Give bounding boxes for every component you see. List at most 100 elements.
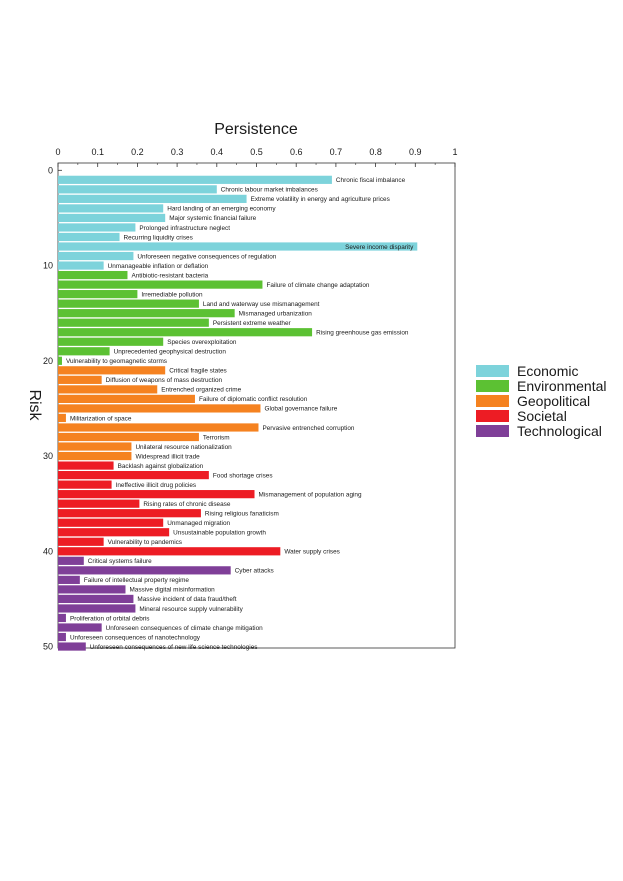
bar [58,623,102,632]
legend-label: Environmental [517,378,607,394]
bar-label: Diffusion of weapons of mass destruction [106,377,223,384]
bar-label: Failure of diplomatic conflict resolutio… [199,396,308,403]
bar-label: Unprecedented geophysical destruction [114,349,227,356]
bar [58,356,62,365]
bar [58,366,166,375]
bar-label: Extreme volatility in energy and agricul… [251,196,390,203]
bar-label: Terrorism [203,434,230,441]
bar [58,280,263,289]
bar [58,480,112,489]
bar-label: Vulnerability to geomagnetic storms [66,358,167,365]
bar-label: Massive digital misinformation [129,587,215,594]
legend: EconomicEnvironmentalGeopoliticalSocieta… [476,363,607,439]
bar-label: Major systemic financial failure [169,215,256,222]
bar-label: Ineffective illicit drug policies [116,482,197,489]
bar [58,518,164,527]
bar-label: Mismanagement of population aging [259,491,362,498]
legend-swatch [476,425,509,437]
bar-label: Unsustainable population growth [173,530,266,537]
bar-label: Vulnerability to pandemics [108,539,182,546]
bar-label: Prolonged infrastructure neglect [139,225,230,232]
bar-label: Recurring liquidity crises [124,234,193,241]
bar-label: Mismanaged urbanization [239,310,313,317]
x-tick-label: 0 [55,147,60,157]
bar-label: Failure of intellectual property regime [84,577,190,584]
bar [58,461,114,470]
bar-label: Unforeseen negative consequences of regu… [137,253,276,260]
x-tick-label: 0.7 [330,147,343,157]
bar [58,251,134,261]
bar-label: Rising greenhouse gas emission [316,330,409,337]
bar [58,556,84,565]
bar [58,261,104,270]
y-tick-label: 40 [43,546,53,556]
bar-label: Critical fragile states [169,368,227,375]
bar [58,337,164,346]
bar [58,537,104,546]
x-tick-label: 0.8 [369,147,382,157]
legend-label: Technological [517,423,602,439]
bar [58,490,255,499]
legend-label: Geopolitical [517,393,590,409]
y-tick-label: 0 [48,165,53,175]
bar [58,385,158,394]
bar-label: Water supply crises [284,549,340,556]
bar-label: Rising rates of chronic disease [143,501,230,508]
bar [58,185,217,194]
bar [58,232,120,242]
bar [58,509,201,518]
x-tick-label: 1 [452,147,457,157]
bar [58,528,170,537]
legend-swatch [476,395,509,407]
bar [58,594,134,604]
bar-label: Rising religious fanaticism [205,511,279,518]
bar [58,613,66,623]
x-tick-label: 0.4 [211,147,224,157]
bar-label: Unforeseen consequences of nanotechnolog… [70,634,201,641]
legend-label: Economic [517,363,578,379]
bar [58,318,209,327]
bar [58,194,247,203]
bar [58,204,164,213]
bar-label: Widespread illicit trade [135,453,200,460]
legend-swatch [476,380,509,392]
legend-swatch [476,410,509,422]
y-tick-label: 50 [43,642,53,652]
bar-label: Mineral resource supply vulnerability [139,606,243,613]
bar-label: Proliferation of orbital debris [70,615,150,622]
bar [58,270,128,280]
bar [58,432,199,442]
bar [58,632,66,642]
bar [58,423,259,432]
bar [58,604,136,613]
bar [58,299,199,308]
bars-group: Chronic fiscal imbalance Chronic labour m… [58,175,418,651]
bar [58,451,132,461]
bar [58,499,140,508]
x-tick-label: 0.3 [171,147,184,157]
bar-label: Species overexploitation [167,339,237,346]
bar [58,394,195,403]
bar-label: Antibiotic-resistant bacteria [131,272,208,279]
bar [58,290,138,299]
bar-label: Chronic labour market imbalances [221,187,318,194]
bar-label: Food shortage crises [213,472,273,479]
bar [58,328,313,337]
bar-label: Chronic fiscal imbalance [336,177,406,184]
bar-label: Failure of climate change adaptation [266,282,369,289]
bar-label: Unilateral resource nationalization [135,444,232,451]
x-tick-label: 0.6 [290,147,303,157]
bar [58,585,126,594]
legend-swatch [476,365,509,377]
bar [58,347,110,356]
bar-label: Critical systems failure [88,558,152,565]
bar [58,642,86,651]
bar [58,442,132,451]
y-axis-title: Risk [26,389,43,421]
bar [58,413,66,423]
bar-label: Irremediable pollution [141,291,203,298]
bar-label: Backlash against globalization [118,463,204,470]
bar [58,404,261,413]
bar-label: Entrenched organized crime [161,387,241,394]
bar [58,213,166,223]
